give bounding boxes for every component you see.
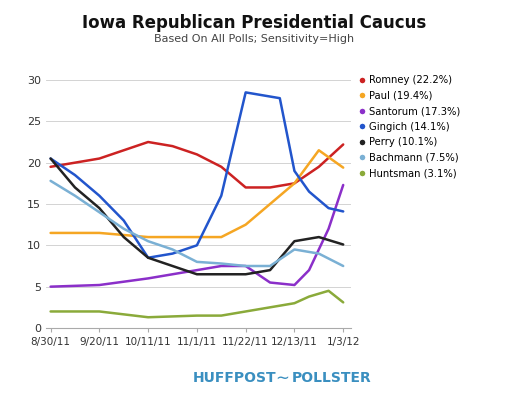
Text: ∼: ∼ <box>275 369 289 387</box>
Legend: Romney (22.2%), Paul (19.4%), Santorum (17.3%), Gingich (14.1%), Perry (10.1%), : Romney (22.2%), Paul (19.4%), Santorum (… <box>360 75 460 178</box>
Text: HUFFPOST: HUFFPOST <box>193 371 277 385</box>
Text: Based On All Polls; Sensitivity=High: Based On All Polls; Sensitivity=High <box>154 34 354 44</box>
Text: Iowa Republican Presidential Caucus: Iowa Republican Presidential Caucus <box>82 14 426 32</box>
Text: POLLSTER: POLLSTER <box>292 371 372 385</box>
